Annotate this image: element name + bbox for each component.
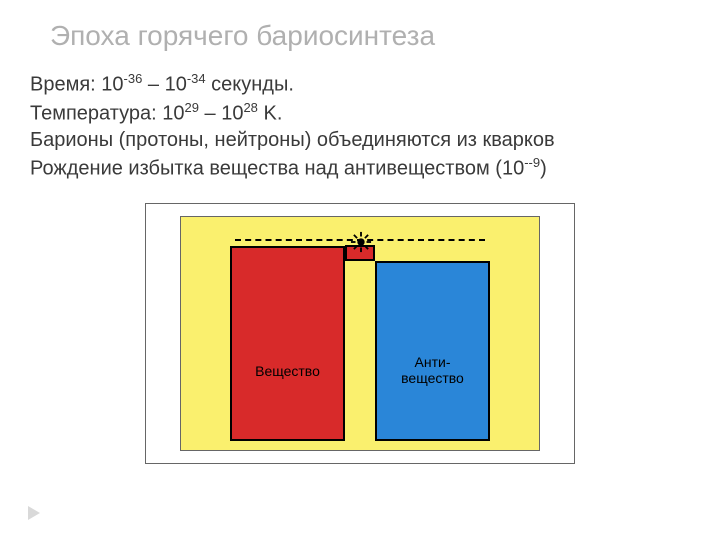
time-prefix: Время: 10 (30, 74, 124, 96)
diagram-container: Вещество Анти- вещество (145, 203, 575, 464)
body-text: Время: 10-36 – 10-34 секунды. Температур… (30, 70, 690, 183)
antimatter-bar (375, 261, 490, 441)
antimatter-label-l1: Анти- (415, 354, 451, 370)
exp-1: -36 (124, 71, 143, 86)
slide-title: Эпоха горячего бариосинтеза (50, 20, 690, 52)
matter-label: Вещество (230, 364, 345, 379)
line-temp: Температура: 1029 – 1028 K. (30, 99, 690, 128)
diagram-canvas: Вещество Анти- вещество (180, 216, 540, 451)
exp-5: --9 (524, 155, 540, 170)
matter-bar (230, 246, 345, 441)
line-baryons: Барионы (протоны, нейтроны) объединяются… (30, 127, 690, 154)
line-asymmetry: Рождение избытка вещества над антивещест… (30, 154, 690, 183)
time-suffix: секунды. (206, 74, 294, 96)
time-mid: – 10 (142, 74, 186, 96)
diagram-frame: Вещество Анти- вещество (145, 203, 575, 464)
asym-prefix: Рождение избытка вещества над антивещест… (30, 158, 524, 180)
exp-2: -34 (187, 71, 206, 86)
antimatter-label: Анти- вещество (375, 355, 490, 386)
antimatter-label-l2: вещество (401, 370, 464, 386)
asym-suffix: ) (540, 158, 547, 180)
exp-3: 29 (185, 100, 199, 115)
slide-marker-icon (28, 506, 40, 520)
line-time: Время: 10-36 – 10-34 секунды. (30, 70, 690, 99)
temp-mid: – 10 (199, 102, 243, 124)
exp-4: 28 (243, 100, 257, 115)
gear-icon (350, 231, 372, 253)
temp-suffix: K. (258, 102, 282, 124)
temp-prefix: Температура: 10 (30, 102, 185, 124)
